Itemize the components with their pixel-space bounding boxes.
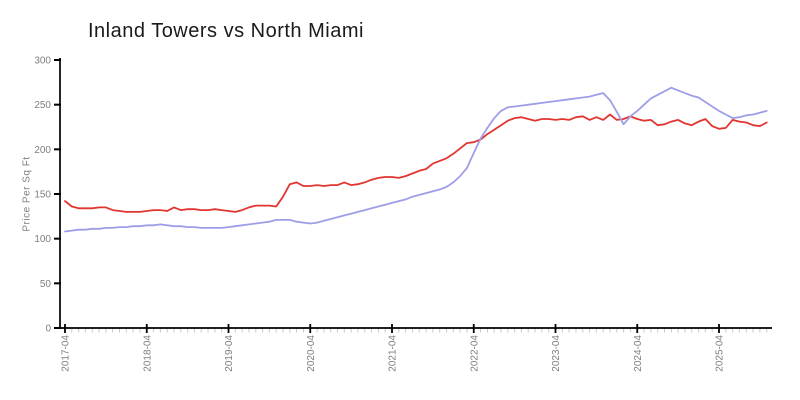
x-tick-label: 2022-04 bbox=[469, 335, 480, 372]
x-major-ticks: 2017-04 2018-04 2019-04 2020-04 2021-04 2022-… bbox=[61, 324, 726, 372]
x-tick-label: 2020-04 bbox=[306, 335, 317, 372]
x-tick-label: 2024-04 bbox=[633, 335, 644, 372]
chart-title: Inland Towers vs North Miami bbox=[88, 20, 364, 42]
y-tick-label: 150 bbox=[34, 190, 51, 201]
x-tick-label: 2017-04 bbox=[61, 335, 72, 372]
y-ticks: 0 50 100 150 200 250 300 bbox=[34, 56, 61, 335]
x-tick-label: 2023-04 bbox=[551, 335, 562, 372]
x-tick-label: 2018-04 bbox=[142, 335, 153, 372]
series-inland-towers bbox=[64, 113, 768, 213]
y-tick-label: 50 bbox=[40, 279, 52, 290]
y-tick-label: 200 bbox=[34, 145, 51, 156]
x-tick-label: 2021-04 bbox=[388, 335, 399, 372]
y-tick-label: 250 bbox=[34, 100, 51, 111]
x-tick-label: 2025-04 bbox=[715, 335, 726, 372]
y-tick-label: 100 bbox=[34, 234, 51, 245]
series-north-miami bbox=[64, 86, 768, 233]
y-tick-label: 300 bbox=[34, 56, 51, 67]
x-tick-label: 2019-04 bbox=[224, 335, 235, 372]
y-tick-label: 0 bbox=[45, 324, 51, 335]
